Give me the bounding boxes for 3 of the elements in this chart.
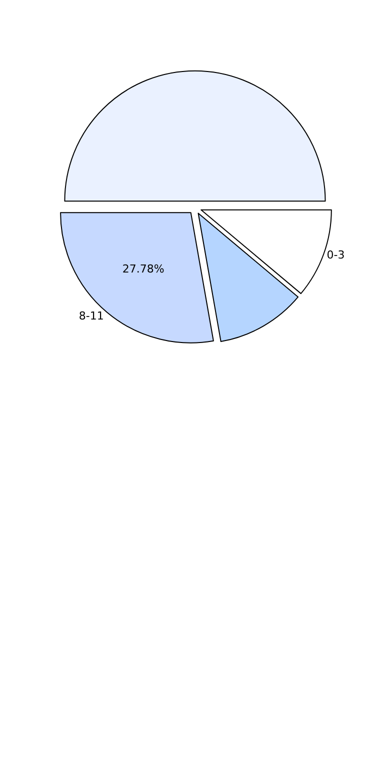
- data-label: 27.78%: [122, 262, 164, 276]
- slice-label: 0-3: [326, 248, 345, 262]
- slice-label: 8-11: [78, 310, 104, 323]
